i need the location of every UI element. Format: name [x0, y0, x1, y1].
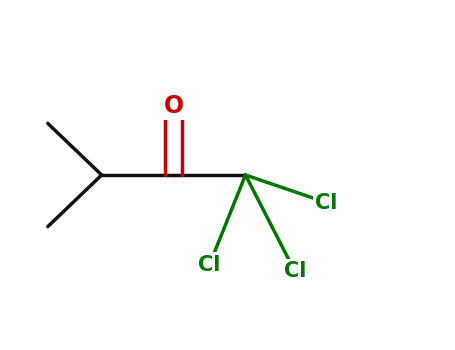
Text: O: O	[163, 94, 184, 118]
Text: Cl: Cl	[284, 261, 306, 281]
Text: Cl: Cl	[315, 193, 338, 212]
Text: Cl: Cl	[198, 254, 221, 274]
